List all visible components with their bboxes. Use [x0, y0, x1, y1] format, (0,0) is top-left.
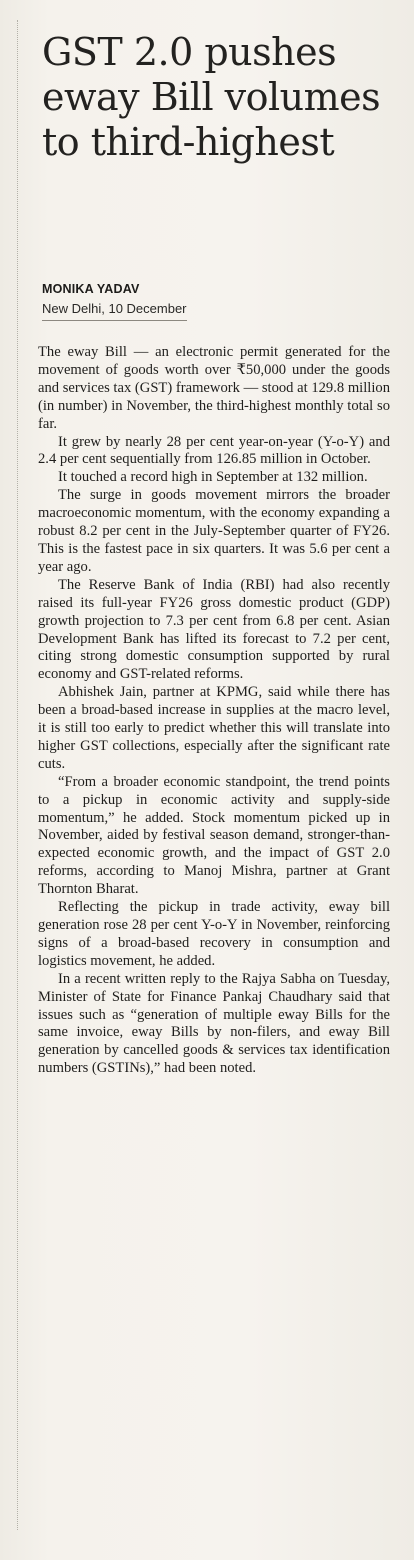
- article-headline: GST 2.0 pushes eway Bill volumes to thir…: [42, 30, 381, 165]
- article-paragraph-9: In a recent written reply to the Rajya S…: [38, 970, 390, 1077]
- article-paragraph-4: The surge in goods movement mirrors the …: [38, 487, 390, 575]
- article-body: The eway Bill — an electronic permit gen…: [38, 344, 390, 1078]
- article-paragraph-2: It grew by nearly 28 per cent year-on-ye…: [38, 433, 390, 468]
- article-paragraph-8: Reflecting the pickup in trade activity,…: [38, 899, 390, 969]
- article-paragraph-5: The Reserve Bank of India (RBI) had also…: [38, 576, 390, 683]
- article-dateline: New Delhi, 10 December: [42, 301, 187, 321]
- article-paragraph-1: The eway Bill — an electronic permit gen…: [38, 344, 390, 432]
- article-paragraph-3: It touched a record high in September at…: [58, 469, 368, 486]
- article-paragraph-6: Abhishek Jain, partner at KPMG, said whi…: [38, 684, 390, 772]
- article-paragraph-7: “From a broader economic standpoint, the…: [38, 773, 390, 898]
- column-divider: [17, 20, 19, 1530]
- article-byline: MONIKA YADAV: [42, 282, 140, 296]
